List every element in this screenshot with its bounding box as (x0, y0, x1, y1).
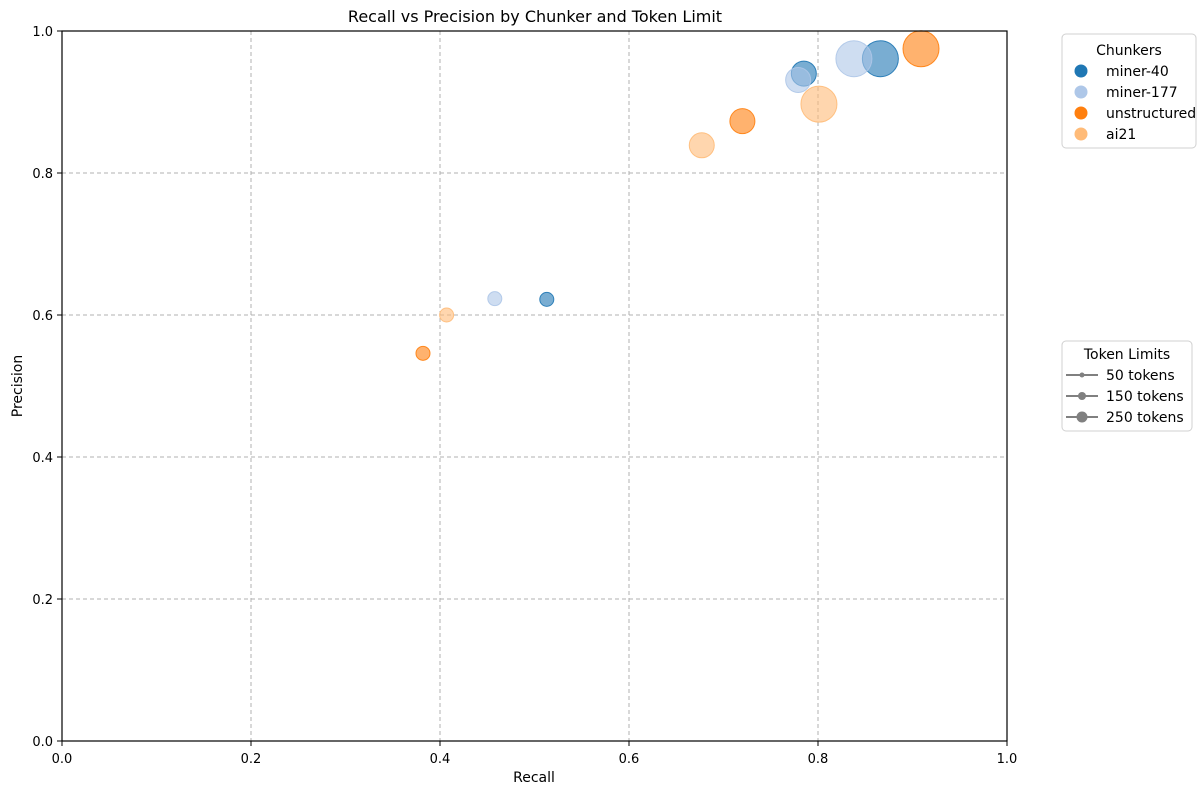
axis-ticks: 0.0 0.2 0.4 0.6 0.8 1.0 0.0 0.2 0.4 0.6 0.8 1.0 (32, 25, 1017, 767)
legend-marker-miner-177 (1074, 85, 1088, 99)
data-point-miner-177 (487, 291, 503, 307)
legend-token-label: 150 tokens (1106, 389, 1184, 405)
legend-tokens: Token Limits 50 tokens 150 tokens 250 toke… (1061, 340, 1193, 432)
x-tick-label: 0.8 (808, 752, 829, 767)
legend-chunkers-title: Chunkers (1096, 43, 1162, 59)
y-tick-label: 0.2 (32, 593, 53, 608)
grid (62, 31, 1007, 741)
y-axis-label: Precision (10, 355, 26, 417)
legend-label-miner-177: miner-177 (1106, 85, 1178, 101)
legend-marker-ai21 (1074, 127, 1088, 141)
legend-label-ai21: ai21 (1106, 127, 1136, 143)
data-point-ai21 (439, 307, 455, 323)
legend-token-label: 50 tokens (1106, 368, 1175, 384)
legend-marker-miner-40 (1074, 64, 1088, 78)
plot-frame (61, 30, 1008, 742)
data-point-unstructured (415, 345, 431, 361)
data-point-unstructured (729, 108, 756, 135)
legend-tokens-title: Token Limits (1083, 347, 1170, 363)
legend-token-marker (1076, 411, 1088, 423)
legend-token-marker (1079, 372, 1085, 378)
legend-tokens-box (1061, 340, 1193, 432)
y-tick-label: 0.0 (32, 735, 53, 750)
legend-marker-unstructured (1074, 106, 1088, 120)
y-tick-label: 1.0 (32, 25, 53, 40)
data-point-miner-177 (835, 40, 873, 78)
legend-label-unstructured: unstructured (1106, 106, 1196, 122)
data-point-miner-40 (539, 291, 555, 307)
y-tick-label: 0.6 (32, 309, 53, 324)
x-axis-label: Recall (513, 770, 555, 786)
chart-title: Recall vs Precision by Chunker and Token… (348, 7, 722, 26)
x-tick-label: 0.0 (52, 752, 73, 767)
x-tick-label: 1.0 (997, 752, 1018, 767)
y-tick-label: 0.4 (32, 451, 53, 466)
legend-chunkers-box (1061, 33, 1197, 149)
legend-label-miner-40: miner-40 (1106, 64, 1169, 80)
legend-chunkers: Chunkers miner-40 miner-177 unstructured ai… (1061, 33, 1197, 149)
x-tick-label: 0.6 (619, 752, 640, 767)
data-point-ai21 (688, 132, 715, 159)
x-tick-label: 0.4 (430, 752, 451, 767)
x-tick-label: 0.2 (241, 752, 262, 767)
data-points (415, 30, 940, 361)
legend-token-label: 250 tokens (1106, 410, 1184, 426)
data-point-miner-177 (785, 66, 812, 93)
data-point-unstructured (902, 30, 940, 68)
data-point-ai21 (800, 85, 838, 123)
y-tick-label: 0.8 (32, 167, 53, 182)
legend-token-marker (1078, 392, 1086, 400)
